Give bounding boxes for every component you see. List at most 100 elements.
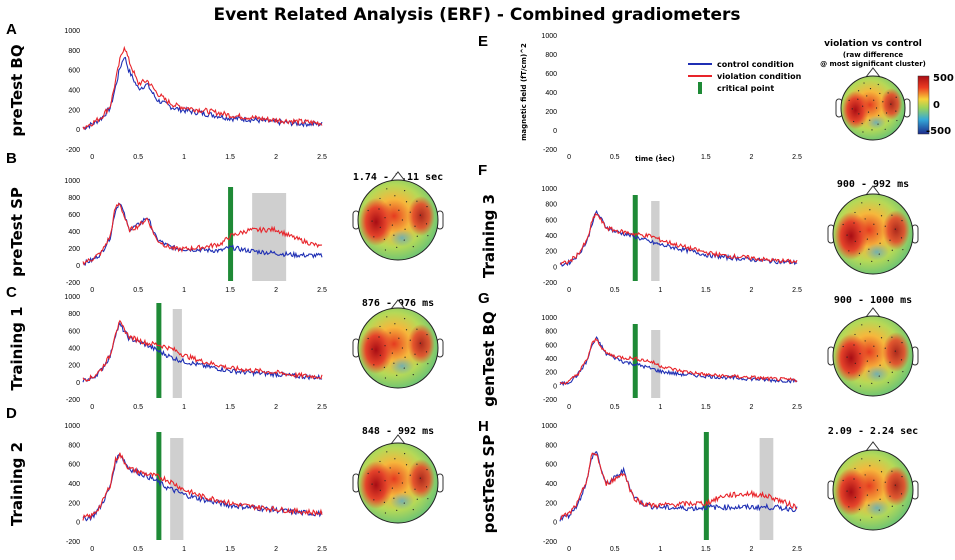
- topo-hot-left: [359, 461, 393, 509]
- topo-sensor: [861, 458, 863, 460]
- topo-sensor: [851, 108, 853, 110]
- panel-F: F Training 3 1000 800 600 400 200 0 -200 0 0.5 1 1.5…: [478, 162, 919, 294]
- topo-blobs: [359, 459, 435, 510]
- topo-sensor: [859, 263, 862, 265]
- topo-sensor: [868, 504, 870, 506]
- topo-sensor: [412, 246, 414, 248]
- control-series-line: [559, 209, 798, 267]
- topo-sensor: [868, 248, 870, 250]
- y-axis-label: magnetic field (fT/cm)^2: [520, 43, 528, 141]
- topo-sensor: [891, 470, 893, 472]
- violation-series-line: [82, 452, 323, 521]
- y-tick-label: 200: [545, 249, 557, 256]
- topo-sensor: [416, 328, 418, 330]
- panel-letter: D: [6, 405, 17, 422]
- row-label: preTest BQ: [8, 44, 26, 136]
- topo-sensor: [864, 474, 866, 476]
- x-tick-label: 0: [90, 287, 94, 294]
- y-tick-label: 600: [68, 462, 80, 469]
- topo-sensor: [889, 239, 891, 241]
- topo-sensor: [414, 488, 416, 490]
- topo-sensor: [873, 345, 875, 347]
- topomap: [352, 299, 444, 389]
- topo-sensor: [859, 519, 862, 521]
- y-tick-label: 1000: [541, 186, 557, 193]
- topo-nose: [390, 434, 406, 445]
- topo-sensor: [379, 489, 381, 491]
- topo-sensor: [879, 326, 881, 328]
- topo-cool: [865, 243, 889, 261]
- x-tick-label: 1: [658, 546, 662, 553]
- topo-sensor: [389, 467, 391, 469]
- row-label: Training 3: [480, 194, 498, 278]
- topo-nose: [865, 441, 881, 452]
- critical-point-line: [632, 324, 638, 398]
- topo-hot-left: [834, 334, 868, 382]
- topo-sensor: [378, 208, 380, 210]
- topo-sensor: [367, 209, 369, 212]
- significant-window: [172, 309, 182, 398]
- violation-series-line: [82, 319, 323, 382]
- topo-sensor: [414, 225, 416, 227]
- y-tick-label: 400: [68, 229, 80, 236]
- x-tick-label: 0.5: [610, 546, 620, 553]
- topo-blobs: [834, 210, 910, 261]
- x-axis-label: time (sec): [635, 155, 675, 163]
- violation-series-line: [559, 212, 798, 265]
- x-tick-label: 2.5: [317, 404, 327, 411]
- topo-sensor: [864, 218, 866, 220]
- y-tick-label: -200: [543, 280, 557, 287]
- topo-sensor: [901, 219, 903, 222]
- x-tick-label: 2: [274, 154, 278, 161]
- topo-sensor: [401, 347, 403, 349]
- control-legend-label: control condition: [717, 60, 794, 69]
- topo-sensor: [867, 111, 870, 113]
- critical-point-line: [156, 432, 162, 540]
- topo-sensor: [861, 122, 863, 125]
- topo-sensor: [866, 95, 868, 97]
- topomap: [827, 185, 919, 275]
- topo-sensor: [895, 110, 897, 112]
- y-tick-label: 0: [76, 380, 80, 387]
- topo-sensor: [384, 217, 386, 219]
- x-tick-label: 1: [182, 404, 186, 411]
- x-tick-label: 0: [90, 154, 94, 161]
- topo-outline: [357, 442, 439, 524]
- topo-sensor: [404, 228, 406, 230]
- topo-sensor: [386, 316, 388, 318]
- topo-sensor: [884, 128, 886, 130]
- y-tick-label: 1000: [64, 28, 80, 35]
- topo-sensor: [389, 332, 391, 334]
- topo-sensor: [877, 123, 879, 125]
- topo-sensor: [889, 495, 891, 497]
- topo-sensor: [858, 508, 861, 510]
- y-tick-label: 600: [545, 342, 557, 349]
- y-tick-label: 800: [68, 195, 80, 202]
- topo-sensor: [879, 92, 881, 95]
- topo-sensor: [894, 228, 896, 230]
- topo-sensor: [403, 367, 405, 369]
- y-tick-label: 400: [545, 481, 557, 488]
- topo-hot-left: [359, 198, 393, 246]
- topo-sensor: [405, 464, 408, 466]
- topo-cool: [390, 229, 414, 247]
- topo-sensor: [425, 351, 428, 353]
- topo-sensor: [394, 323, 396, 325]
- y-tick-label: 400: [545, 233, 557, 240]
- topo-sensor: [848, 506, 850, 508]
- topo-sensor: [900, 493, 903, 495]
- topo-sensor: [384, 377, 387, 379]
- x-tick-label: 1.5: [225, 404, 235, 411]
- topo-sensor: [854, 496, 856, 498]
- topo-blobs: [359, 196, 435, 247]
- control-series-line: [559, 335, 798, 387]
- topo-sensor: [379, 325, 381, 328]
- topo-sensor: [887, 516, 889, 518]
- x-tick-label: 2.5: [792, 154, 802, 161]
- topo-sensor: [869, 465, 871, 467]
- topo-sensor: [384, 249, 387, 251]
- x-tick-label: 1: [182, 154, 186, 161]
- topo-sensor: [854, 333, 856, 336]
